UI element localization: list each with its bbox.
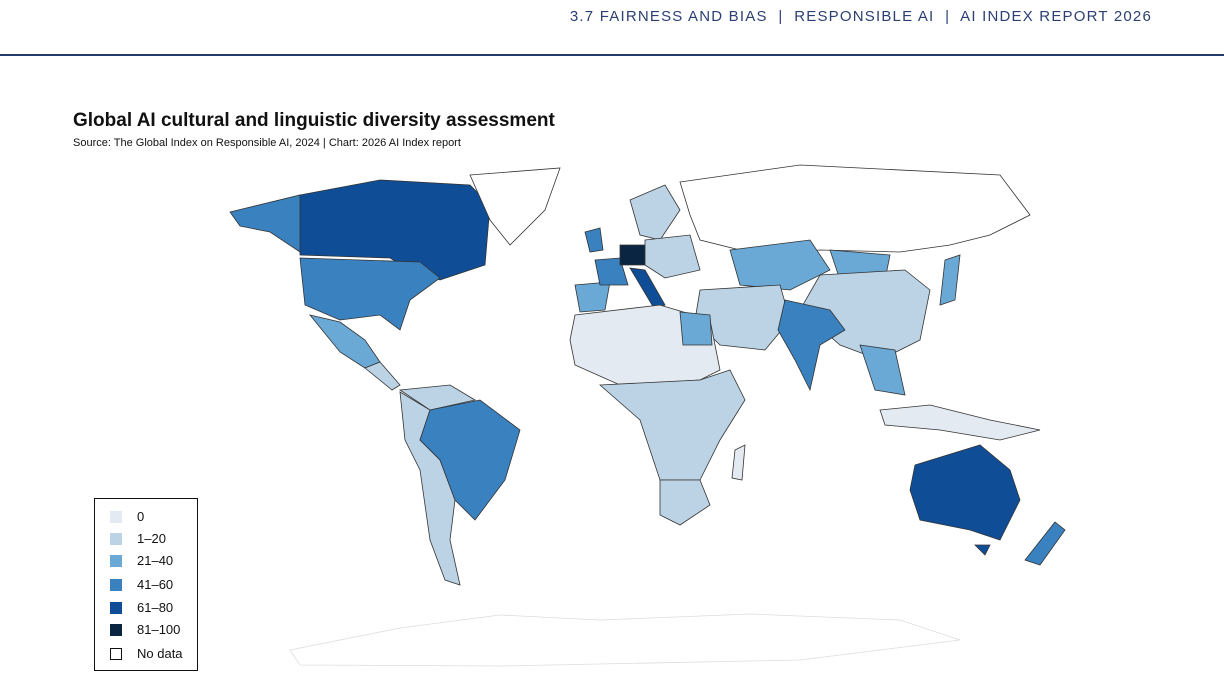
legend-item: 0	[110, 509, 144, 524]
region	[777, 299, 846, 392]
region	[619, 244, 646, 266]
region	[308, 314, 381, 369]
legend-swatch	[110, 601, 122, 614]
legend-swatch	[110, 510, 122, 523]
region	[909, 444, 1021, 541]
antarctica	[289, 613, 961, 667]
report-header: 3.7 FAIRNESS AND BIAS | RESPONSIBLE AI |…	[569, 8, 1152, 25]
region	[729, 239, 831, 291]
legend-label: 1–20	[137, 531, 166, 546]
region	[644, 234, 701, 279]
region	[299, 179, 491, 281]
legend: 0 1–20 21–40 41–60 61–80 81–100 No data	[94, 498, 198, 671]
region	[229, 194, 311, 253]
region	[731, 444, 746, 481]
region	[629, 184, 681, 241]
region	[598, 369, 746, 481]
region	[299, 257, 441, 331]
legend-item: No data	[110, 646, 183, 661]
region	[659, 479, 711, 526]
legend-label: 61–80	[137, 600, 174, 615]
region	[584, 227, 604, 253]
legend-label: 81–100	[137, 622, 181, 637]
region	[629, 267, 666, 311]
region	[419, 399, 521, 521]
legend-item: 21–40	[110, 553, 173, 568]
legend-item: 81–100	[110, 622, 180, 637]
legend-swatch	[110, 578, 122, 591]
region	[364, 361, 401, 391]
legend-label: No data	[137, 646, 183, 661]
legend-label: 0	[137, 509, 145, 524]
legend-swatch	[110, 647, 122, 660]
region	[879, 404, 1041, 441]
header-rule	[0, 54, 1224, 56]
legend-item: 1–20	[110, 531, 166, 546]
legend-swatch	[110, 623, 122, 636]
legend-item: 61–80	[110, 600, 173, 615]
region	[1024, 521, 1066, 566]
legend-label: 41–60	[137, 577, 174, 592]
region	[679, 311, 713, 346]
legend-swatch	[110, 532, 122, 545]
chart-title: Global AI cultural and linguistic divers…	[73, 110, 555, 131]
legend-item: 41–60	[110, 577, 173, 592]
chart-subtitle: Source: The Global Index on Responsible …	[73, 137, 461, 149]
region	[939, 254, 961, 306]
region	[574, 281, 611, 313]
legend-label: 21–40	[137, 553, 174, 568]
region	[469, 167, 561, 246]
region	[679, 164, 1031, 256]
legend-swatch	[110, 554, 122, 567]
region	[398, 384, 477, 411]
region	[859, 344, 906, 396]
region	[974, 544, 991, 556]
